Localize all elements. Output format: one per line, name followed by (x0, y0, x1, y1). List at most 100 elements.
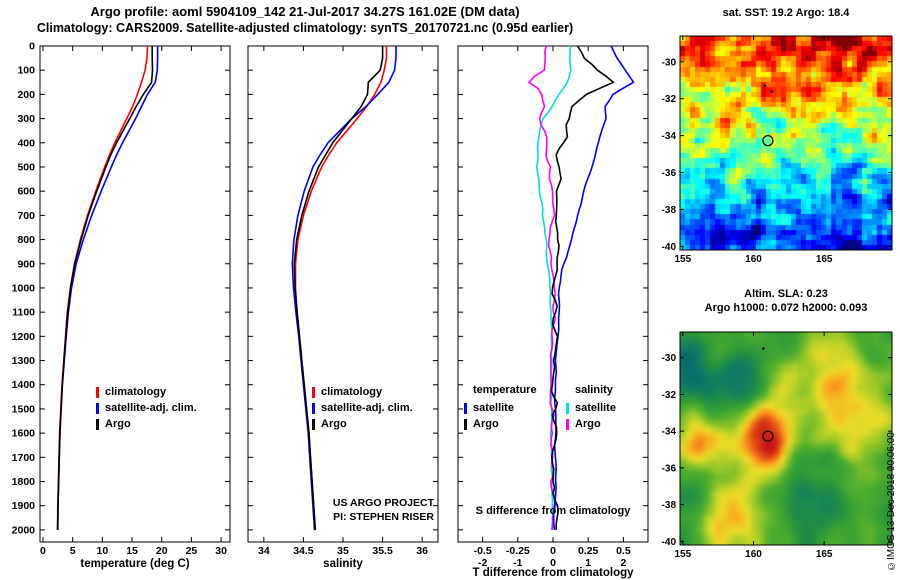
tick-label: -30 (662, 57, 677, 68)
legend-label: Argo (321, 418, 347, 430)
tick-label: 0 (29, 41, 35, 53)
legend-label: Argo (105, 418, 131, 430)
s-argo-line-swatch (566, 418, 569, 430)
s-difference-axis-label: S difference from climatology (475, 505, 631, 517)
temperature-argo-line (57, 46, 154, 530)
tick-label: -36 (662, 168, 677, 179)
tick-label: 1800 (12, 476, 36, 488)
salinity-legend: climatology satellite-adj. clim. Argo (312, 384, 413, 432)
satellite-clim-line-swatch (312, 402, 315, 414)
satellite-clim-line-swatch (96, 402, 99, 414)
tick-label: 1300 (12, 355, 36, 367)
tick-label: 0.25 (578, 545, 599, 557)
tick-label: 2000 (12, 524, 36, 536)
tick-label: 1400 (12, 379, 36, 391)
tick-label: 5 (70, 545, 76, 557)
tick-label: -32 (662, 390, 677, 401)
tick-label: 165 (816, 549, 833, 560)
tick-label: 35 (337, 545, 349, 557)
legend-label: satellite-adj. clim. (321, 402, 413, 414)
tick-label: 0 (550, 557, 556, 569)
tick-label: 600 (17, 186, 35, 198)
s-diff-argo-line (528, 45, 557, 530)
legend-item-satellite-clim: satellite-adj. clim. (96, 400, 197, 416)
argo-line-swatch (96, 418, 99, 430)
legend-item-argo: Argo (96, 416, 197, 432)
sst-map-dot (763, 84, 767, 88)
legend-item-t-argo: Argo (464, 416, 537, 432)
tick-label: 34 (258, 545, 270, 557)
sst-map-dot (770, 89, 774, 93)
legend-header-temperature: temperature (473, 384, 537, 396)
legend-item-s-satellite: satellite (566, 400, 616, 416)
temperature-axis-label: temperature (deg C) (80, 558, 190, 570)
tick-label: 100 (17, 65, 35, 77)
tick-label: -30 (662, 353, 677, 364)
climatology-line-swatch (312, 386, 315, 398)
t-satellite-line-swatch (464, 402, 467, 414)
tick-label: 500 (17, 161, 35, 173)
sst-map-title: sat. SST: 19.2 Argo: 18.4 (722, 7, 850, 19)
tick-label: -40 (662, 537, 677, 548)
legend-item-climatology: climatology (96, 384, 197, 400)
legend-label: satellite-adj. clim. (105, 402, 197, 414)
temperature-legend: climatology satellite-adj. clim. Argo (96, 384, 197, 432)
tick-label: 1200 (12, 331, 36, 343)
legend-item-argo: Argo (312, 416, 413, 432)
tick-label: 34.5 (293, 545, 314, 557)
sla-map-dot (761, 347, 765, 350)
tick-label: 36 (416, 545, 428, 557)
figure-subtitle: Climatology: CARS2009. Satellite-adjuste… (36, 21, 574, 35)
tick-label: 200 (17, 89, 35, 101)
legend-item-climatology: climatology (312, 384, 413, 400)
figure-title: Argo profile: aoml 5904109_142 21-Jul-20… (90, 4, 520, 19)
tick-label: 2 (620, 557, 626, 569)
tick-label: 0 (550, 545, 556, 557)
t-diff-satellite-line (552, 45, 635, 530)
salinity-satellite-line (291, 46, 397, 530)
s-satellite-line-swatch (566, 402, 569, 414)
pi-credit: PI: STEPHEN RISER (333, 511, 434, 523)
tick-label: 155 (674, 549, 691, 560)
tick-label: 1 (585, 557, 591, 569)
tick-label: 1100 (12, 307, 35, 319)
legend-label: satellite (575, 402, 616, 414)
salinity-argo-line (293, 46, 384, 530)
sst-map-frame (679, 35, 893, 251)
t-difference-legend: temperature satellite Argo (464, 384, 537, 432)
sla-map-canvas (680, 332, 892, 545)
sla-map-float-marker (762, 430, 774, 442)
legend-label: climatology (105, 386, 167, 398)
tick-label: 15 (126, 545, 138, 557)
temperature-panel-frame (39, 45, 231, 543)
legend-item-satellite-clim: satellite-adj. clim. (312, 400, 413, 416)
tick-label: -0.25 (506, 545, 530, 557)
legend-label: satellite (473, 402, 514, 414)
salinity-axis-label: salinity (323, 558, 363, 570)
sst-map-canvas (680, 36, 892, 250)
legend-item-t-satellite: satellite (464, 400, 537, 416)
tick-label: -0.5 (474, 545, 492, 557)
tick-label: 0 (40, 545, 46, 557)
tick-label: 160 (745, 549, 762, 560)
tick-label: 30 (215, 545, 227, 557)
project-credit: US ARGO PROJECT (332, 497, 434, 509)
tick-label: 155 (674, 254, 691, 265)
sla-map-frame (679, 331, 893, 546)
tick-label: -38 (662, 500, 677, 511)
temperature-satellite-line (56, 46, 159, 530)
tick-label: -40 (662, 242, 677, 253)
tick-label: 800 (17, 234, 35, 246)
tick-label: 1600 (12, 428, 36, 440)
copyright-stamp: ©IMOS 13-Dec-2018 00:06:00 (886, 432, 897, 571)
sla-map-title: Altim. SLA: 0.23 (744, 288, 828, 300)
tick-label: -38 (662, 205, 677, 216)
sst-map-float-marker (762, 134, 774, 147)
tick-label: -2 (478, 557, 487, 569)
tick-label: 20 (156, 545, 168, 557)
s-difference-legend: salinity satellite Argo (566, 384, 616, 432)
tick-label: 1900 (12, 500, 36, 512)
t-argo-line-swatch (464, 418, 467, 430)
